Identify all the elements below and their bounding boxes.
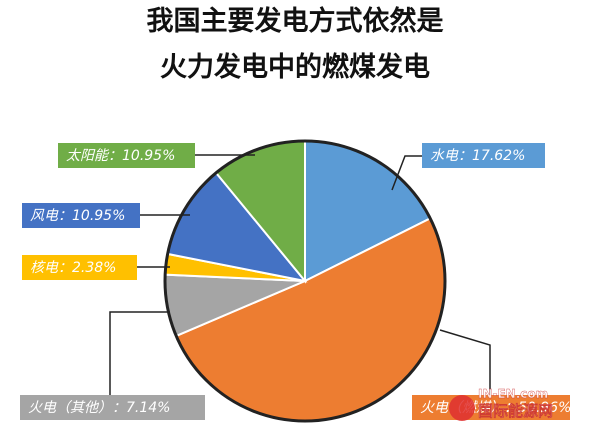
data-label: 火电（其他）：7.14% xyxy=(28,400,170,416)
label-box xyxy=(412,395,570,420)
watermark-site: IN-EN.com xyxy=(478,387,548,401)
pie xyxy=(163,139,447,423)
watermark-name: 国际能源网 xyxy=(478,402,553,420)
data-label: 水电：17.62% xyxy=(430,148,525,164)
labels: 水电：17.62%火电（燃煤）：50.96%火电（其他）：7.14%核电：2.3… xyxy=(20,143,571,420)
data-label: 风电：10.95% xyxy=(30,208,125,224)
leader-line xyxy=(439,329,491,395)
leader-line xyxy=(109,311,170,395)
leader-line xyxy=(391,155,422,191)
watermark: IN-EN.com 国际能源网 xyxy=(449,387,553,421)
data-label: 核电：2.38% xyxy=(30,260,116,276)
chart-title: 我国主要发电方式依然是 xyxy=(147,5,444,37)
label-box xyxy=(22,203,140,228)
label-box xyxy=(58,143,195,168)
pie-outline xyxy=(163,139,447,423)
label-box xyxy=(22,255,137,280)
label-box xyxy=(20,395,205,420)
chart-title: 火力发电中的燃煤发电 xyxy=(160,51,430,83)
data-label: 太阳能：10.95% xyxy=(66,148,175,164)
watermark-logo xyxy=(449,395,475,421)
label-box xyxy=(422,143,545,168)
